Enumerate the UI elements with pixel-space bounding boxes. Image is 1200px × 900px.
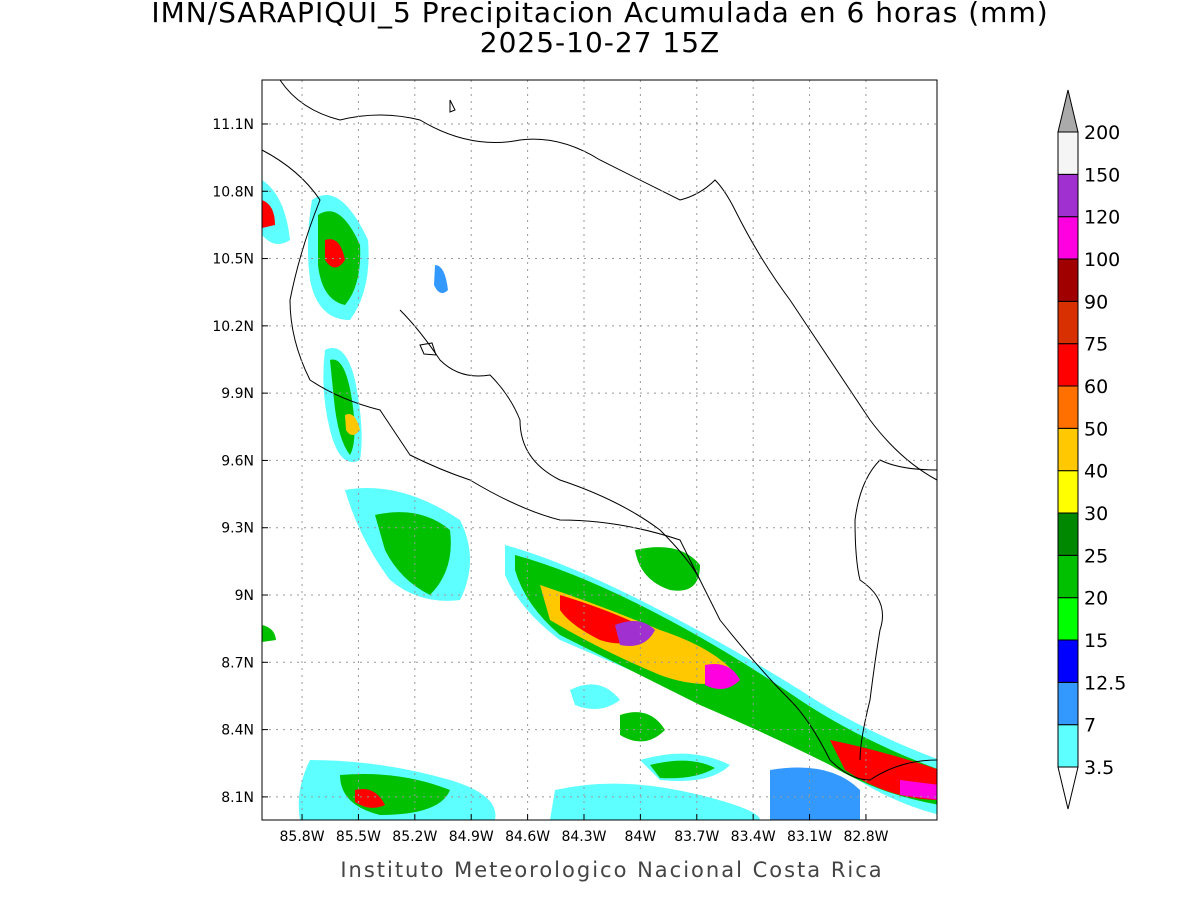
y-tick-label: 8.7N: [221, 655, 254, 671]
x-tick-label: 85.5W: [336, 829, 381, 845]
colorbar-segment: [1057, 385, 1079, 429]
colorbar-label: 100: [1084, 249, 1120, 271]
colorbar-label: 40: [1084, 461, 1108, 483]
colorbar-label: 25: [1084, 545, 1108, 567]
colorbar-label: 15: [1084, 630, 1108, 652]
x-tick-label: 84.3W: [561, 829, 606, 845]
y-tick-label: 10.8N: [212, 184, 254, 200]
colorbar-segment: [1057, 258, 1079, 302]
x-tick-label: 83.1W: [787, 829, 832, 845]
precipitation-field: [262, 180, 937, 820]
colorbar-segment: [1057, 554, 1079, 599]
colorbar-segment: [1057, 300, 1079, 345]
colorbar-label: 90: [1084, 291, 1108, 313]
colorbar-label: 120: [1084, 207, 1120, 229]
footer: Instituto Meteorologico Nacional Costa R…: [340, 858, 883, 882]
colorbar-label: 50: [1084, 418, 1108, 440]
y-tick-label: 10.2N: [212, 319, 254, 335]
colorbar-segment: [1057, 173, 1079, 218]
colorbar-segment: [1057, 470, 1079, 514]
y-tick-label: 8.4N: [221, 723, 254, 739]
colorbar-under: [1057, 766, 1079, 810]
y-tick-label: 9.3N: [221, 521, 254, 537]
title: IMN/SARAPIQUI_5 Precipitacion Acumulada …: [151, 0, 1048, 29]
x-tick-label: 83.7W: [674, 829, 719, 845]
y-tick-label: 10.5N: [212, 252, 254, 268]
colorbar-label: 200: [1084, 122, 1120, 144]
colorbar-segment: [1057, 597, 1079, 641]
colorbar-label: 30: [1084, 503, 1108, 525]
colorbar-label: 150: [1084, 164, 1120, 186]
subtitle: 2025-10-27 15Z: [480, 26, 720, 59]
x-tick-label: 84.6W: [505, 829, 550, 845]
x-tick-label: 83.4W: [731, 829, 776, 845]
y-tick-label: 11.1N: [212, 117, 254, 133]
x-tick-label: 85.2W: [392, 829, 437, 845]
colorbar-segment: [1057, 427, 1079, 472]
colorbar-label: 3.5: [1084, 757, 1114, 779]
y-tick-label: 9.9N: [221, 386, 254, 402]
x-tick-label: 85.8W: [280, 829, 325, 845]
colorbar-segment: [1057, 681, 1079, 726]
x-tick-label: 82.8W: [843, 829, 888, 845]
colorbar-segment: [1057, 343, 1079, 387]
colorbar-label: 60: [1084, 376, 1108, 398]
colorbar-label: 75: [1084, 334, 1108, 356]
colorbar-label: 12.5: [1084, 672, 1126, 694]
grid: 8.1N 8.4N 8.7N 9N 9.3N 9.6N 9.9N 10.2N 10.5N 10.8…: [212, 80, 937, 845]
y-tick-label: 9.6N: [221, 453, 254, 469]
x-tick-label: 84.9W: [449, 829, 494, 845]
colorbar-segment: [1057, 216, 1079, 260]
colorbar-segment: [1057, 639, 1079, 683]
colorbar-segment: [1057, 131, 1079, 175]
y-tick-label: 9N: [235, 588, 254, 604]
colorbar-over: [1057, 89, 1079, 133]
y-tick-label: 8.1N: [221, 790, 254, 806]
colorbar-label: 7: [1084, 715, 1096, 737]
colorbar-segment: [1057, 724, 1079, 768]
colorbar: 3.5 7 12.5 15 20 25 30 40 50 60 75 90 100 120 150 200: [1057, 89, 1126, 810]
coastline: [262, 80, 937, 781]
map-frame: [261, 79, 938, 821]
x-tick-label: 84W: [625, 829, 657, 845]
colorbar-label: 20: [1084, 588, 1108, 610]
colorbar-segment: [1057, 512, 1079, 556]
